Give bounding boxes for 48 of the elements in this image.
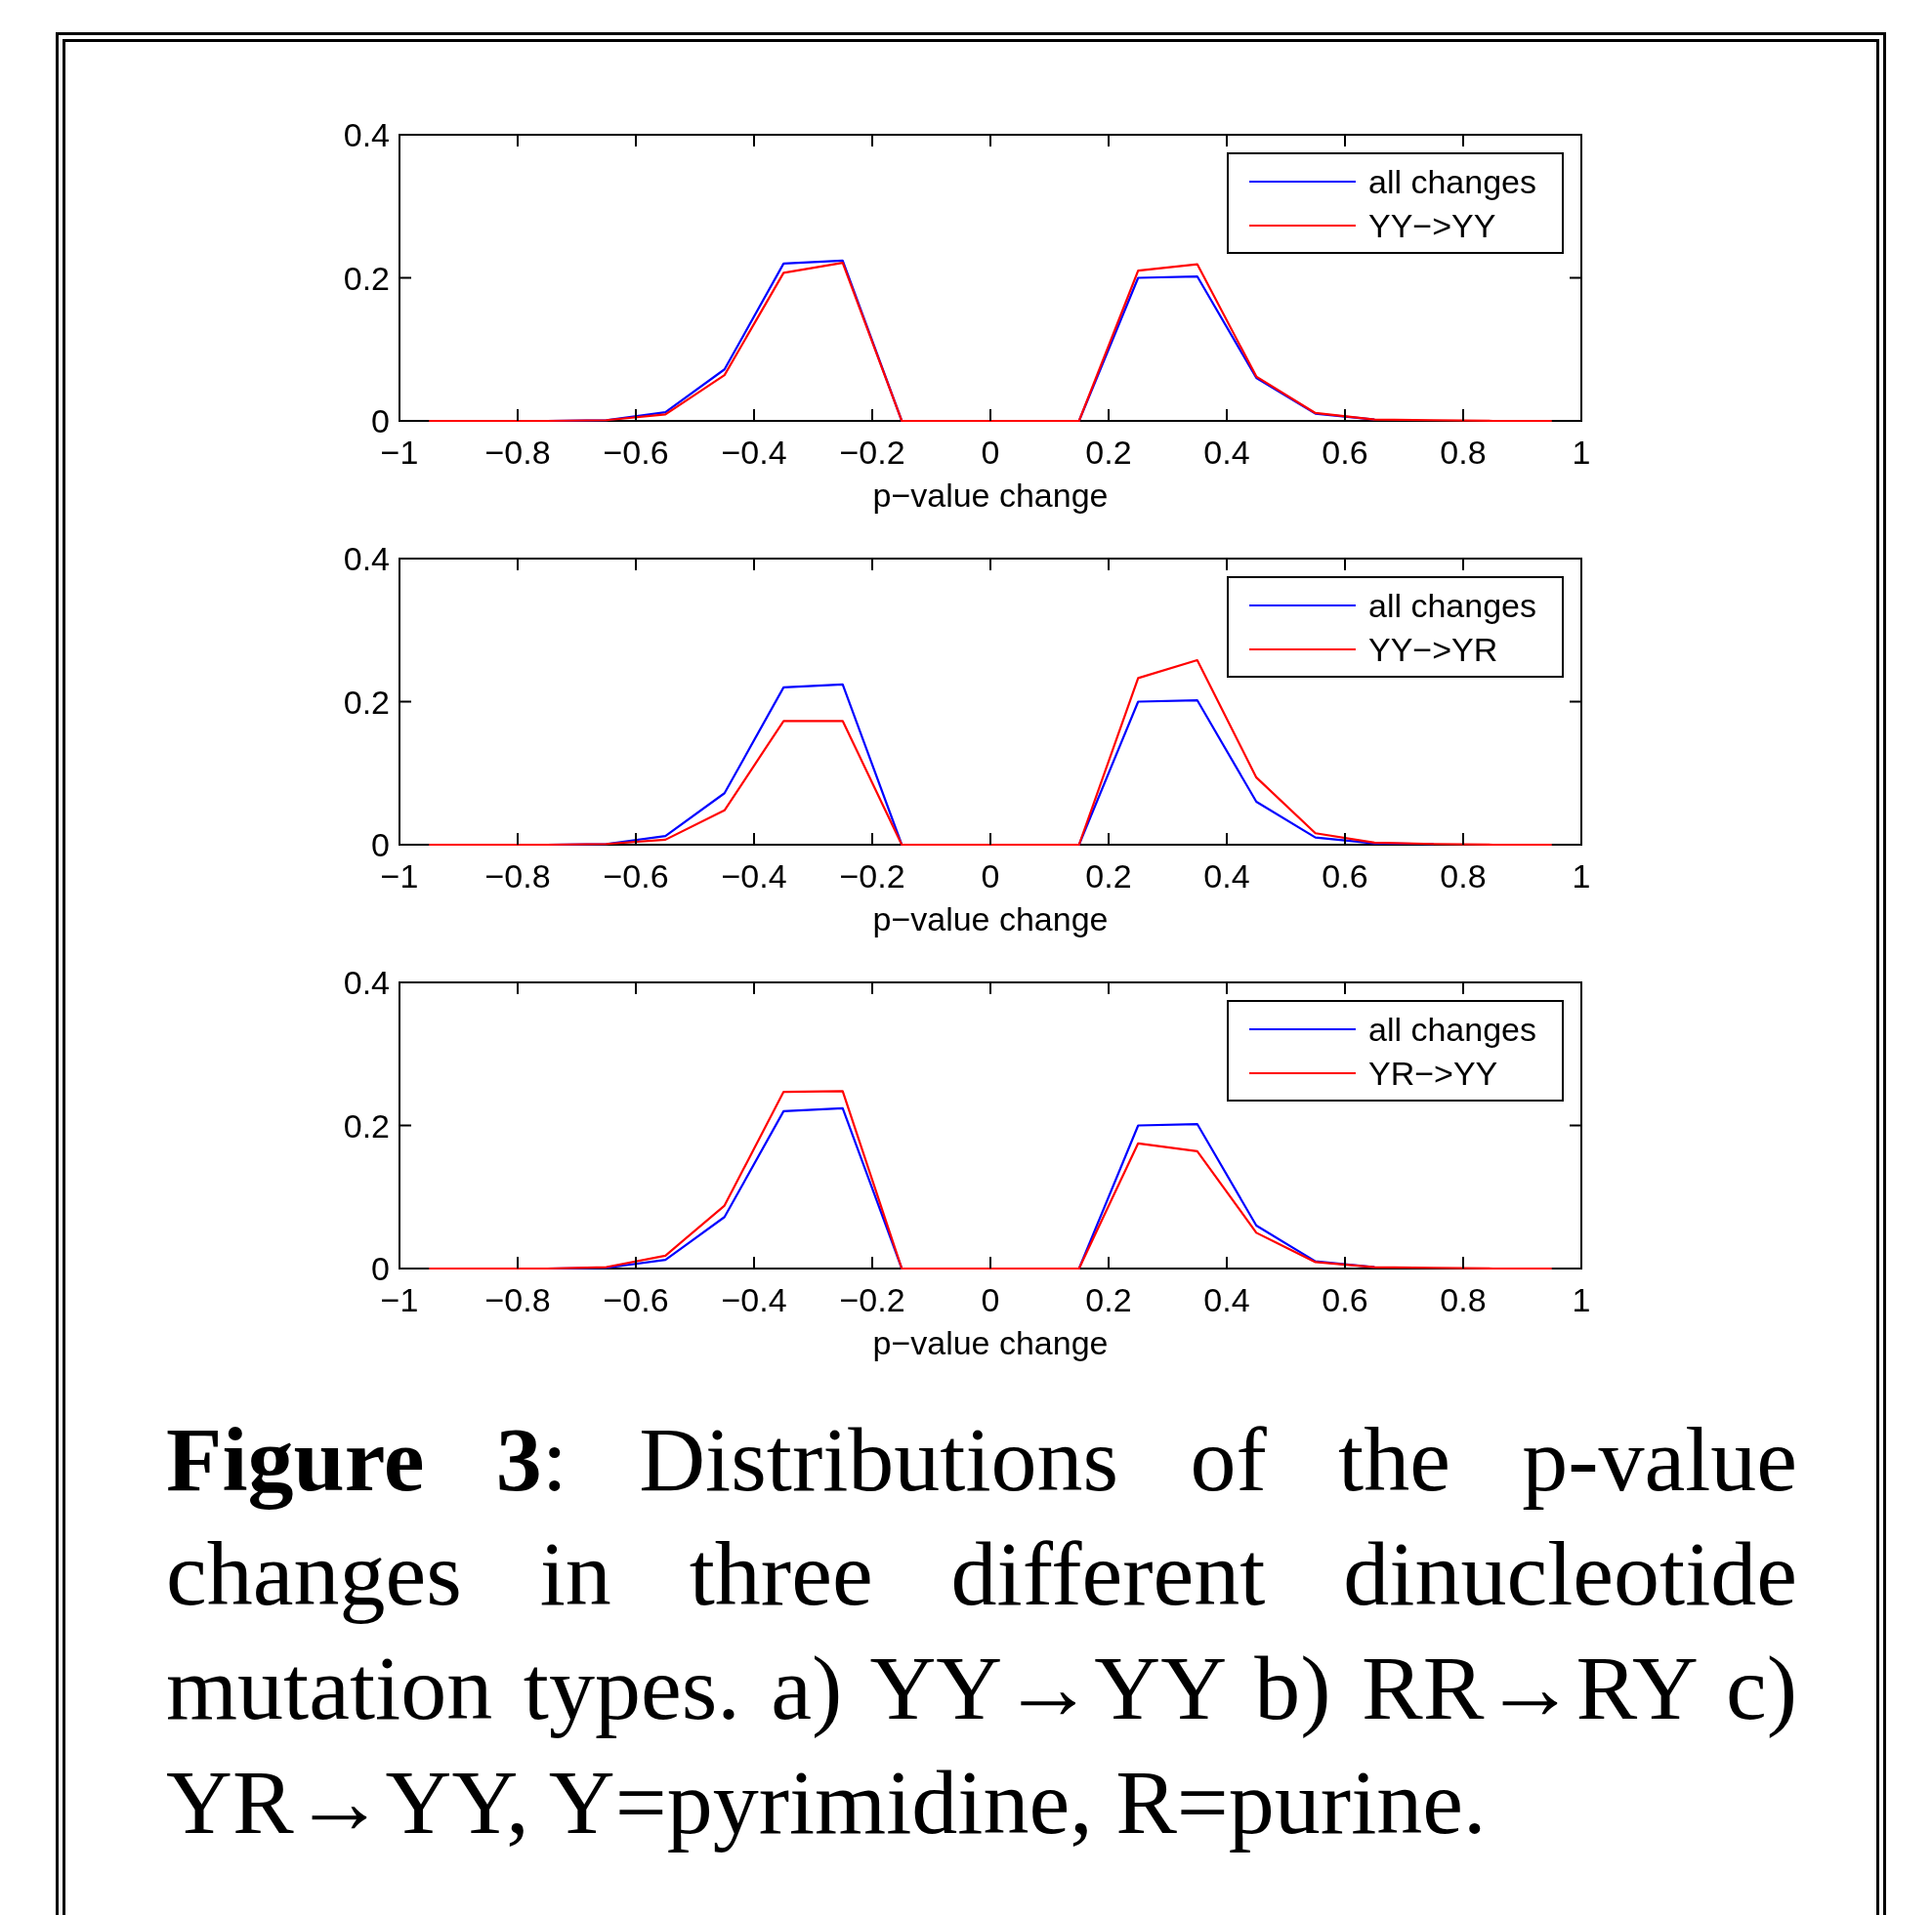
caption: Figure 3: Distributions of the p-value changes in three different dinucleotide mutation types. a) YY→YY b) RR→RY c) YR→YY, Y=pyrimidine, R=purine. [166,1407,1797,1854]
y-tick-label: 0.4 [343,540,390,577]
x-tick-label: 1 [1572,1281,1591,1318]
legend-label: all changes [1368,587,1537,624]
x-tick-label: −0.6 [603,857,669,895]
legend-label: YY−>YR [1368,631,1498,668]
x-tick-label: −0.8 [484,1281,551,1318]
x-tick-label: −0.8 [484,434,551,471]
x-tick-label: −0.4 [721,857,787,895]
x-tick-label: 0.8 [1440,1281,1487,1318]
x-tick-label: −0.2 [839,857,905,895]
y-tick-label: 0.2 [343,1106,390,1145]
x-tick-label: −0.4 [721,1281,787,1318]
x-tick-label: 0.4 [1203,434,1250,471]
legend-label: all changes [1368,1011,1537,1048]
x-tick-label: 0.4 [1203,1281,1250,1318]
x-tick-label: 0 [981,434,1000,471]
x-tick-label: 0.6 [1322,857,1368,895]
x-axis-title: p−value change [872,1324,1109,1361]
x-tick-label: 0.6 [1322,434,1368,471]
legend-label: YR−>YY [1368,1055,1498,1092]
x-tick-label: −0.4 [721,434,787,471]
x-tick-label: 0 [981,857,1000,895]
y-tick-label: 0.2 [343,259,390,297]
y-tick-label: 0.4 [343,964,390,1001]
x-axis-title: p−value change [872,477,1109,514]
legend-label: all changes [1368,163,1537,200]
x-tick-label: 0.8 [1440,434,1487,471]
x-tick-label: −0.2 [839,1281,905,1318]
x-tick-label: 0.2 [1085,857,1132,895]
x-tick-label: 1 [1572,434,1591,471]
x-tick-label: 0.4 [1203,857,1250,895]
x-tick-label: −0.2 [839,434,905,471]
legend-label: YY−>YY [1368,207,1496,244]
y-tick-label: 0.4 [343,116,390,153]
x-tick-label: 1 [1572,857,1591,895]
x-tick-label: 0.8 [1440,857,1487,895]
x-tick-label: −0.8 [484,857,551,895]
x-tick-label: −0.6 [603,1281,669,1318]
x-tick-label: 0.2 [1085,1281,1132,1318]
x-tick-label: 0 [981,1281,1000,1318]
line-series [428,262,1553,423]
line-series [428,1090,1553,1270]
y-tick-label: 0.2 [343,683,390,721]
x-tick-label: 0.2 [1085,434,1132,471]
x-tick-label: −0.6 [603,434,669,471]
x-axis-title: p−value change [872,900,1109,937]
x-tick-label: 0.6 [1322,1281,1368,1318]
